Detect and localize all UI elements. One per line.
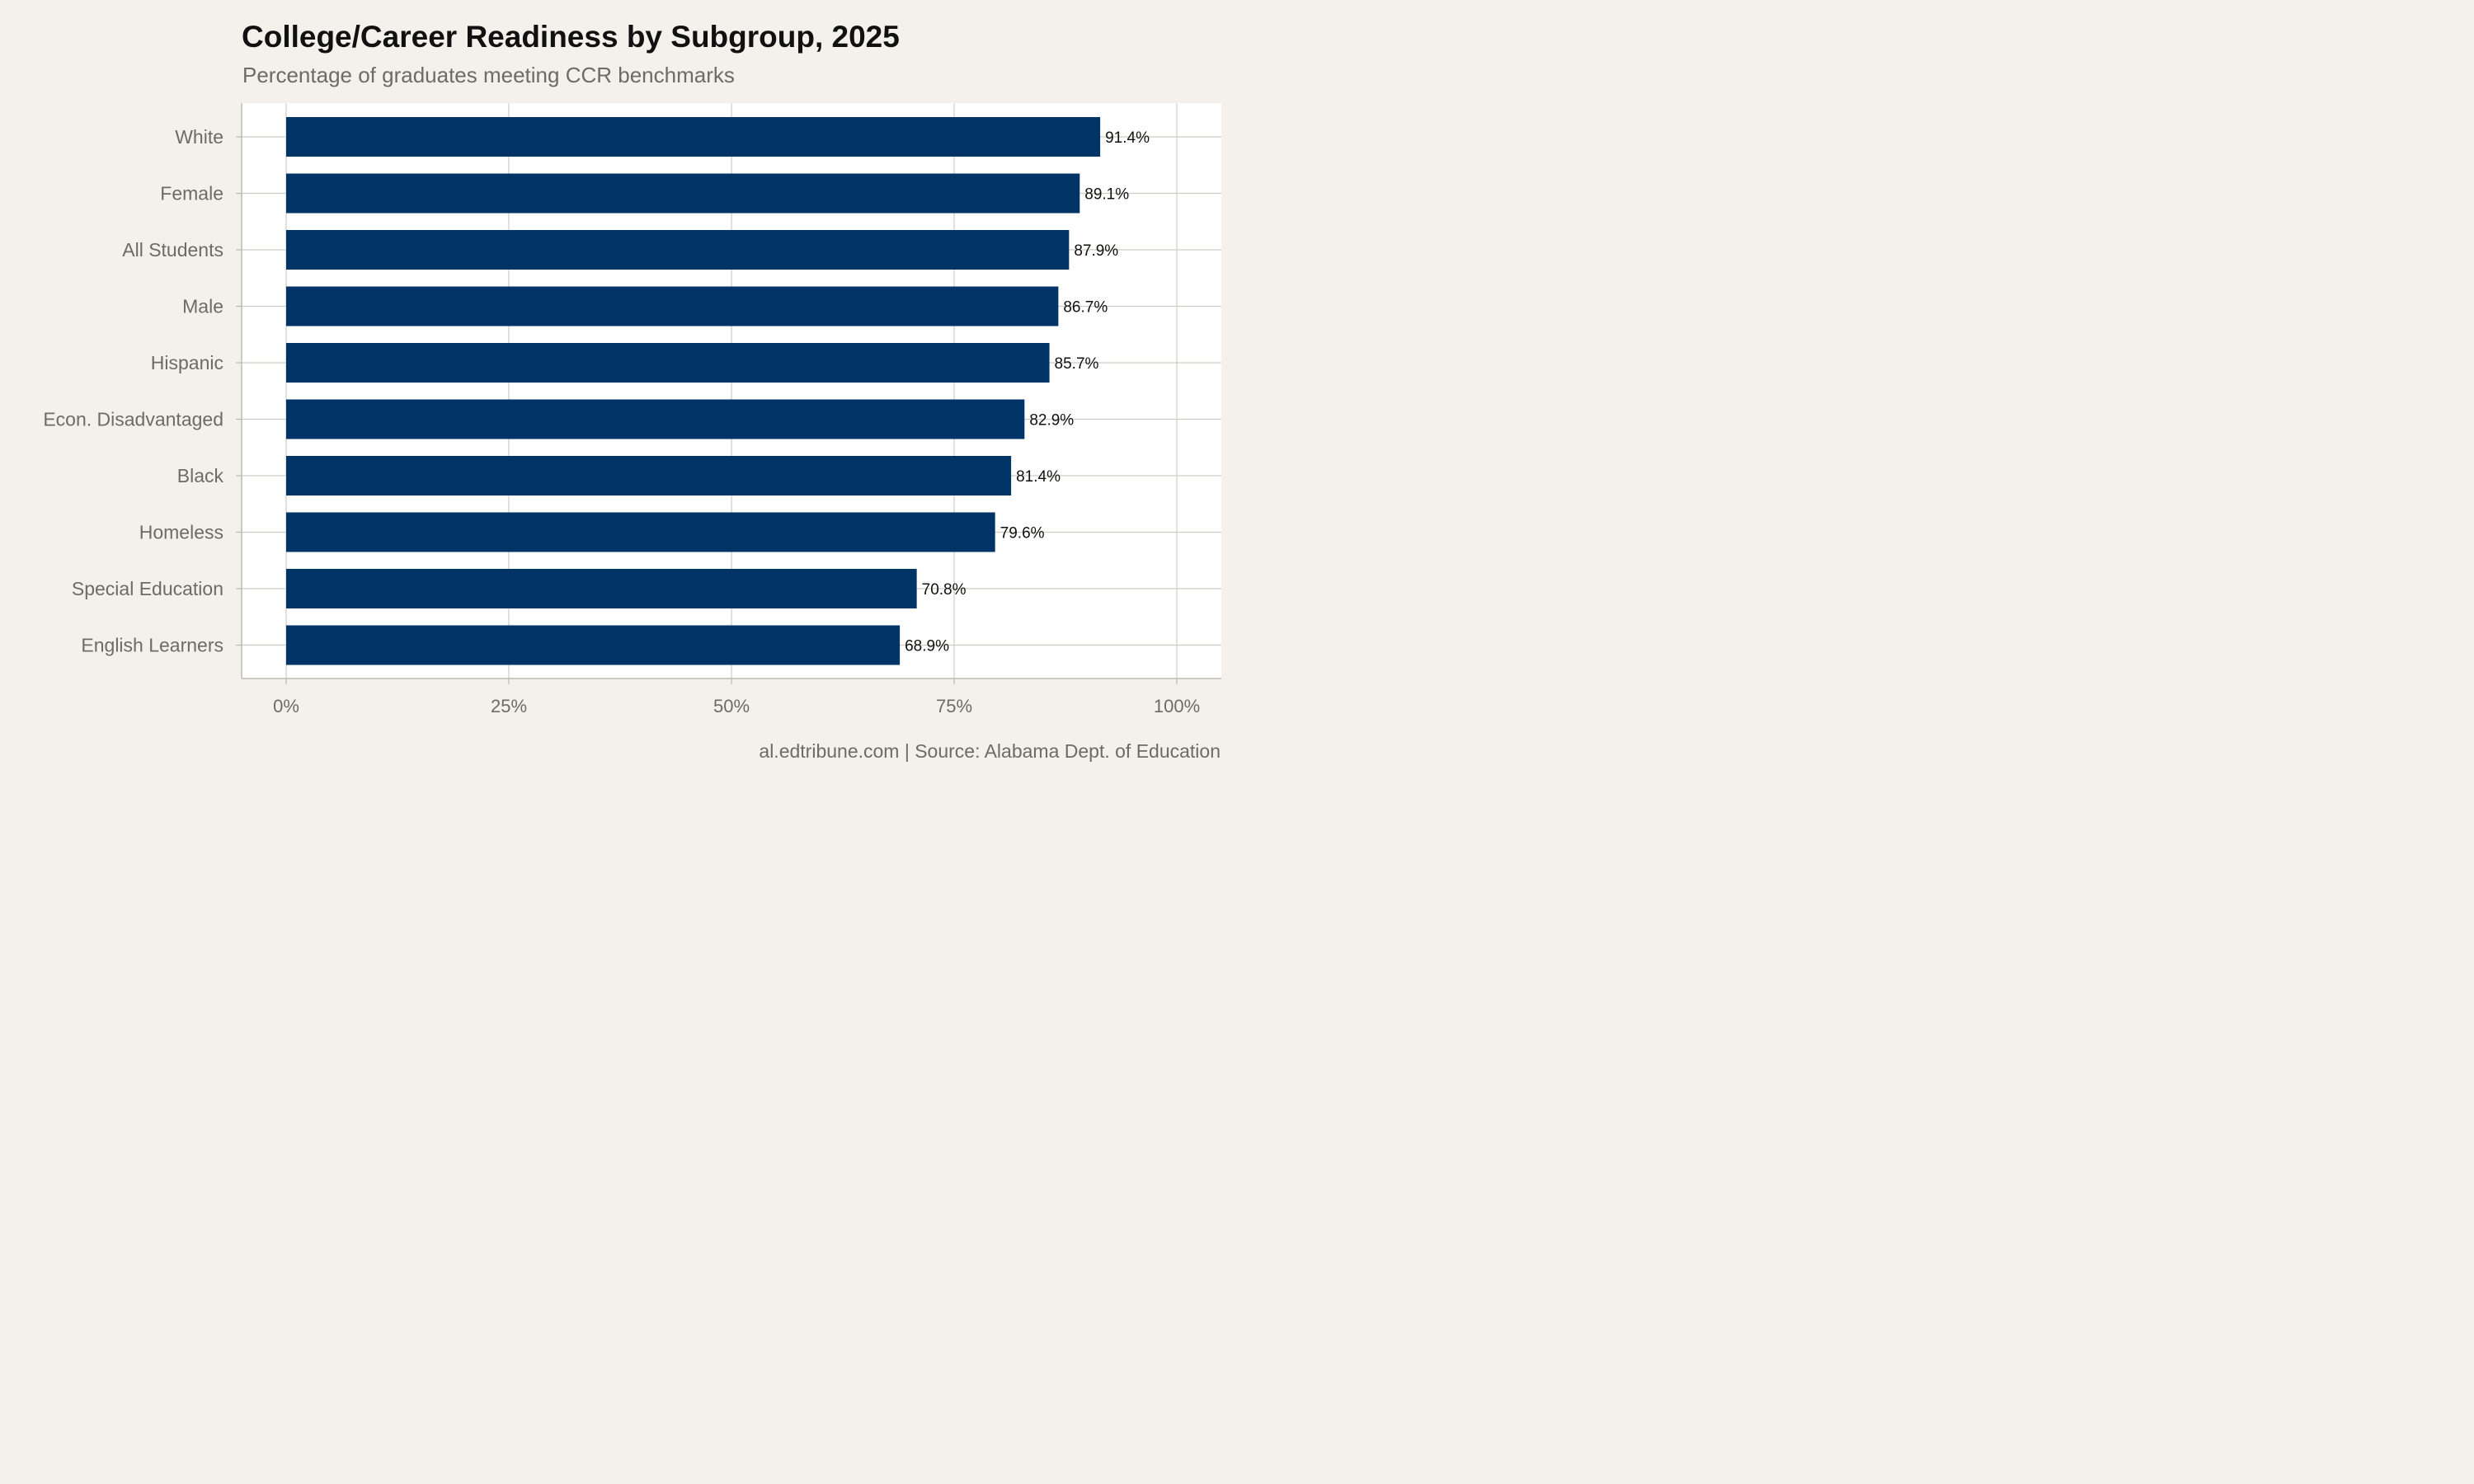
category-label: Special Education (72, 578, 223, 599)
category-label: White (175, 126, 223, 148)
data-label: 85.7% (1055, 355, 1099, 373)
data-label: 81.4% (1016, 468, 1061, 486)
bar (286, 399, 1025, 439)
chart-subtitle: Percentage of graduates meeting CCR benc… (242, 63, 735, 87)
category-label: All Students (122, 239, 223, 261)
category-label: Hispanic (151, 352, 223, 373)
category-label: Black (177, 465, 224, 486)
bar (286, 512, 995, 552)
x-tick-label: 25% (491, 696, 527, 716)
bar (286, 286, 1059, 326)
x-tick-label: 75% (936, 696, 972, 716)
bar (286, 117, 1101, 157)
data-label: 79.6% (1000, 525, 1045, 542)
chart-caption: al.edtribune.com | Source: Alabama Dept.… (759, 740, 1221, 762)
chart-title: College/Career Readiness by Subgroup, 20… (242, 20, 900, 54)
x-tick-label: 0% (273, 696, 299, 716)
bar (286, 173, 1080, 214)
bar (286, 343, 1050, 383)
category-label: Male (182, 296, 223, 317)
data-label: 89.1% (1084, 186, 1129, 204)
x-tick-label: 100% (1154, 696, 1200, 716)
axes (236, 103, 1221, 684)
bar (286, 625, 901, 665)
bars (286, 117, 1101, 665)
category-label: English Learners (81, 635, 223, 656)
category-label: Homeless (139, 522, 223, 543)
bar (286, 230, 1070, 270)
data-label: 82.9% (1029, 412, 1074, 430)
data-label: 91.4% (1105, 129, 1150, 147)
data-label: 70.8% (922, 581, 967, 599)
bar (286, 456, 1012, 495)
data-label: 68.9% (905, 638, 949, 655)
labels: 91.4% 89.1% 87.9% 86.7% 85.7% 82.9% 81.4% 79.6%… (43, 126, 1200, 716)
x-tick-label: 50% (713, 696, 750, 716)
data-label: 86.7% (1063, 299, 1108, 317)
bar-chart: 91.4% 89.1% 87.9% 86.7% 85.7% 82.9% 81.4% 79.6%… (43, 103, 1221, 716)
data-label: 87.9% (1074, 242, 1118, 260)
category-label: Econ. Disadvantaged (43, 409, 223, 430)
bar (286, 569, 917, 608)
category-label: Female (160, 183, 223, 204)
